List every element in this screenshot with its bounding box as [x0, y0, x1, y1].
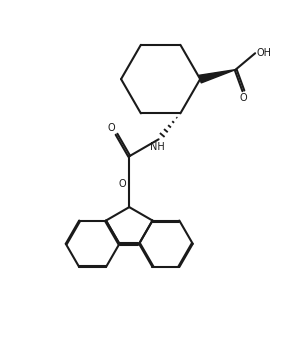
Text: O: O [240, 93, 247, 103]
Text: O: O [108, 123, 115, 133]
Text: NH: NH [150, 142, 165, 152]
Polygon shape [199, 69, 236, 83]
Text: OH: OH [257, 48, 272, 58]
Text: O: O [119, 179, 126, 189]
